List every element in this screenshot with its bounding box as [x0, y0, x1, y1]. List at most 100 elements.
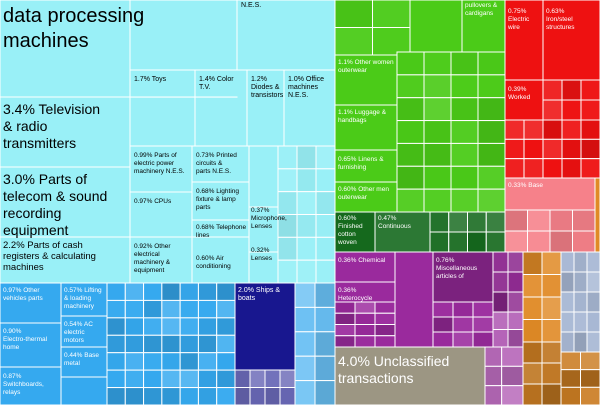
treemap-tile-150 [477, 142, 506, 167]
treemap-tile-107 [294, 331, 316, 357]
treemap-label-l4: 3.0% Parts of telecom & sound recording equ… [3, 171, 107, 238]
treemap-tile-21 [277, 145, 298, 170]
treemap-tile-106 [294, 306, 316, 333]
treemap-tile-202 [334, 335, 356, 348]
treemap-tile-224 [492, 291, 509, 313]
treemap-tile-274 [573, 331, 588, 353]
treemap-tile-33 [315, 145, 336, 170]
treemap-tile-93 [216, 352, 236, 371]
treemap-tile-212 [432, 251, 494, 303]
treemap-tile-97 [234, 369, 251, 388]
treemap-tile-197 [334, 251, 396, 283]
treemap-tile-251 [522, 251, 543, 275]
treemap-tile-14 [191, 181, 250, 221]
treemap-tile-121 [334, 54, 398, 106]
treemap-tile-165 [504, 79, 544, 121]
treemap-tile-115 [334, 0, 373, 28]
treemap-tile-11 [129, 145, 193, 193]
treemap-tile-102 [264, 387, 281, 405]
treemap-tile-131 [396, 188, 425, 213]
treemap-tile-146 [477, 51, 506, 76]
treemap-tile-222 [492, 251, 509, 273]
treemap-label-l14: 0.68% Telephone lines [196, 224, 247, 239]
treemap-tile-267 [560, 291, 575, 313]
treemap-tile-44 [60, 315, 108, 348]
treemap-tile-254 [522, 319, 543, 343]
treemap-tile-154 [374, 211, 431, 253]
treemap-tile-65 [143, 352, 163, 371]
treemap-tile-46 [60, 376, 108, 405]
treemap-tile-48 [106, 299, 126, 319]
treemap-tile-6 [236, 0, 336, 71]
treemap-tile-185 [580, 138, 600, 160]
treemap-label-l10: 0.99% Parts of electric power machinery N.… [134, 152, 185, 175]
treemap-tile-103 [279, 369, 296, 388]
treemap-tile-199 [334, 301, 356, 314]
treemap-tile-189 [504, 230, 528, 253]
treemap-tile-218 [452, 331, 474, 348]
treemap-tile-276 [586, 271, 600, 293]
treemap-tile-77 [179, 317, 199, 336]
treemap-tile-149 [477, 120, 506, 144]
treemap-tile-193 [549, 230, 573, 253]
treemap-label-l2: N.E.S. [241, 2, 261, 9]
treemap-tile-87 [197, 369, 218, 389]
treemap-tile-79 [179, 352, 199, 371]
treemap-label-l40: 4.0% Unclassified transactions [338, 353, 449, 386]
treemap-label-l12: 0.97% CPUs [134, 198, 172, 205]
treemap-label-l8: 1.2% Diodes & transistors [251, 76, 284, 99]
treemap-tile-164 [542, 0, 600, 81]
treemap-label-l13: 0.68% Lighting fixture & lamp parts [196, 188, 239, 211]
treemap-tile-249 [501, 385, 524, 405]
treemap-tile-139 [450, 51, 479, 76]
treemap-tile-30 [296, 214, 317, 238]
treemap-tile-265 [560, 251, 575, 273]
treemap-tile-179 [542, 138, 563, 160]
treemap-tile-144 [450, 165, 479, 190]
treemap-tile-206 [354, 335, 376, 348]
treemap-label-l3: 3.4% Television & radio transmitters [3, 101, 100, 151]
treemap-tile-49 [106, 317, 126, 336]
treemap-tile-262 [541, 341, 562, 364]
treemap-tile-80 [179, 369, 199, 389]
treemap-tile-99 [249, 369, 266, 388]
treemap-tile-211 [394, 251, 434, 348]
treemap-label-l20: 0.57% Lifting & loading machinery [64, 287, 102, 310]
treemap-tile-273 [573, 311, 588, 333]
treemap-tile-148 [477, 97, 506, 122]
treemap-tile-227 [507, 291, 524, 313]
treemap-tile-261 [522, 383, 543, 405]
treemap-tile-75 [179, 282, 199, 301]
treemap-tile-161 [485, 211, 506, 233]
treemap-tile-162 [485, 231, 506, 253]
treemap-tile-137 [423, 165, 452, 190]
treemap-tile-159 [467, 211, 487, 233]
treemap-tile-195 [572, 230, 596, 253]
treemap-tile-73 [161, 369, 181, 389]
treemap-tile-219 [472, 301, 494, 318]
treemap-label-l28: 1.1% Luggage & handbags [338, 109, 387, 124]
treemap-label-l23: 0.44% Base metal [64, 352, 99, 367]
treemap-label-l32: 0.47% Continuous [378, 215, 412, 230]
treemap-tile-37 [315, 236, 336, 261]
treemap-tile-151 [477, 165, 506, 190]
treemap-tile-81 [179, 387, 199, 405]
treemap-tile-167 [542, 99, 563, 121]
treemap-tile-184 [580, 119, 600, 140]
treemap-label-l16: 0.32% Lenses [251, 247, 273, 262]
treemap-tile-157 [448, 211, 468, 233]
treemap-tile-16 [129, 236, 193, 284]
treemap-tile-256 [541, 274, 562, 298]
treemap-tile-160 [467, 231, 487, 253]
treemap-tile-266 [560, 271, 575, 293]
treemap-tile-91 [216, 317, 236, 336]
treemap-tile-55 [124, 299, 145, 319]
treemap-tile-209 [374, 324, 396, 337]
treemap-tile-74 [161, 387, 181, 405]
treemap-tile-183 [561, 158, 582, 179]
treemap-tile-171 [580, 99, 600, 121]
treemap-tile-47 [106, 282, 126, 301]
treemap-tile-217 [452, 316, 474, 333]
treemap-tile-194 [572, 209, 596, 232]
